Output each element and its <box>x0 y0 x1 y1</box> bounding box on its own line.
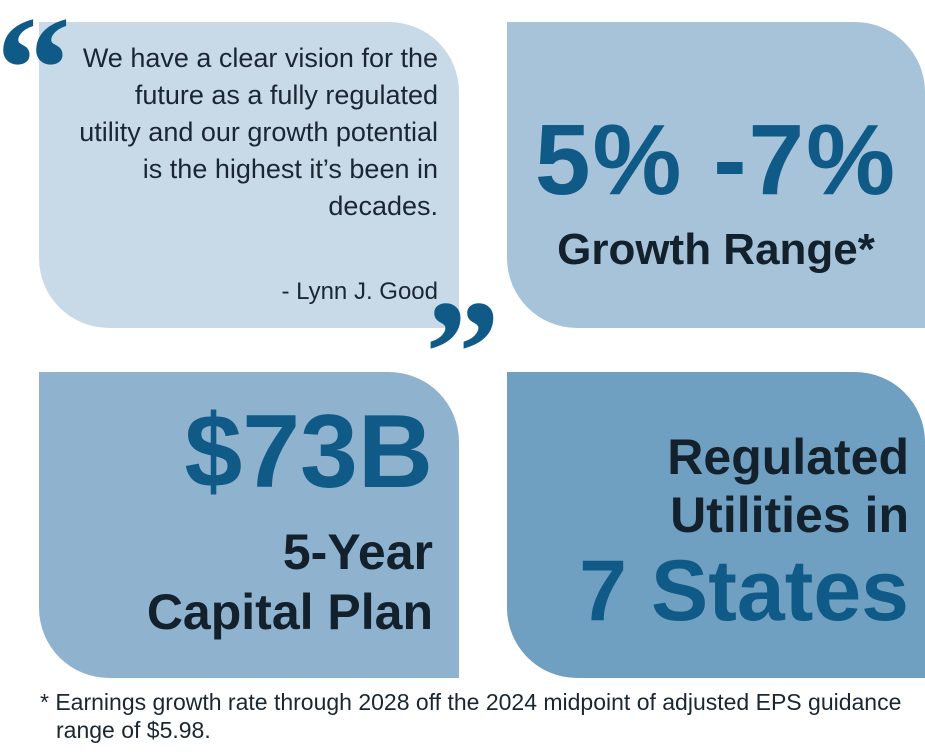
growth-card: 5% -7% Growth Range* <box>507 22 925 328</box>
capital-plan-label-line2: Capital Plan <box>146 584 433 640</box>
quote-card: We have a clear vision for the future as… <box>39 22 459 328</box>
regulated-utilities-label: Regulated Utilities in <box>667 428 909 544</box>
states-count: 7 States <box>579 543 909 639</box>
open-quote-icon: “ <box>0 0 71 152</box>
capital-plan-label: 5-Year Capital Plan <box>147 522 433 642</box>
footnote: * Earnings growth rate through 2028 off … <box>40 689 902 743</box>
growth-range-label: Growth Range* <box>557 225 875 274</box>
capital-plan-card: $73B 5-Year Capital Plan <box>39 372 459 678</box>
regulated-states-card: Regulated Utilities in 7 States <box>507 372 925 678</box>
quote-text: We have a clear vision for the future as… <box>79 43 438 221</box>
regulated-utilities-label-line2: Utilities in <box>670 487 909 543</box>
capital-plan-label-line1: 5-Year <box>282 524 433 580</box>
growth-range-value: 5% -7% <box>534 104 898 216</box>
quote-author: - Lynn J. Good <box>281 278 438 305</box>
regulated-utilities-label-line1: Regulated <box>667 429 909 485</box>
capital-plan-amount: $73B <box>184 394 433 510</box>
